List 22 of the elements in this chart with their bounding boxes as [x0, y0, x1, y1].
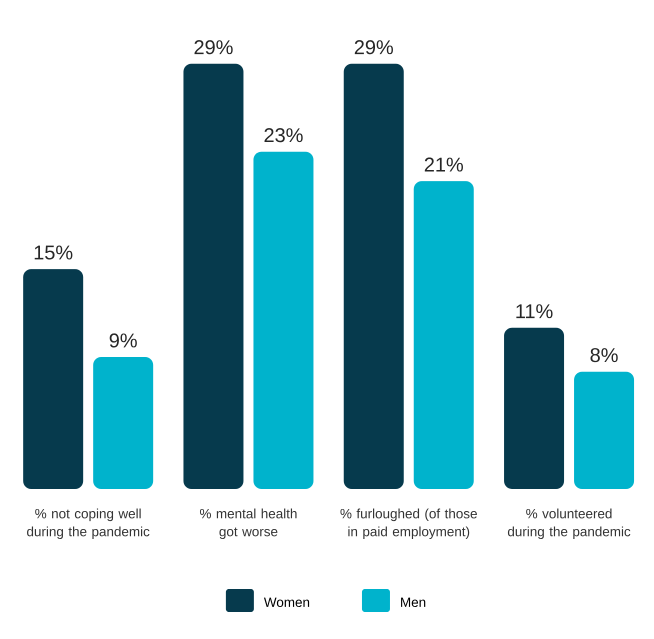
data-label: 23%: [264, 128, 303, 142]
bar: [414, 181, 474, 490]
data-label: 29%: [194, 40, 233, 54]
legend-label: Women: [264, 598, 310, 607]
data-label: 8%: [590, 348, 618, 362]
x-tick-label: % furloughed (of those in paid employment): [340, 508, 477, 539]
data-label: 9%: [110, 333, 137, 348]
legend-label: Men: [401, 598, 426, 607]
data-label: 29%: [354, 40, 393, 54]
x-tick-label: % not coping well during the pandemic: [27, 508, 150, 539]
bar: [504, 328, 564, 490]
bar: [183, 64, 244, 490]
bar: [23, 269, 84, 490]
bar: [93, 357, 154, 490]
bar: [574, 372, 634, 490]
x-tick-label: % mental health got worse: [200, 508, 297, 539]
bar: [344, 64, 404, 490]
data-label: 15%: [34, 246, 72, 260]
bar: [253, 152, 314, 490]
data-label: 21%: [424, 158, 463, 172]
data-label: 11%: [516, 304, 553, 318]
x-tick-label: % volunteered during the pandemic: [508, 508, 630, 539]
